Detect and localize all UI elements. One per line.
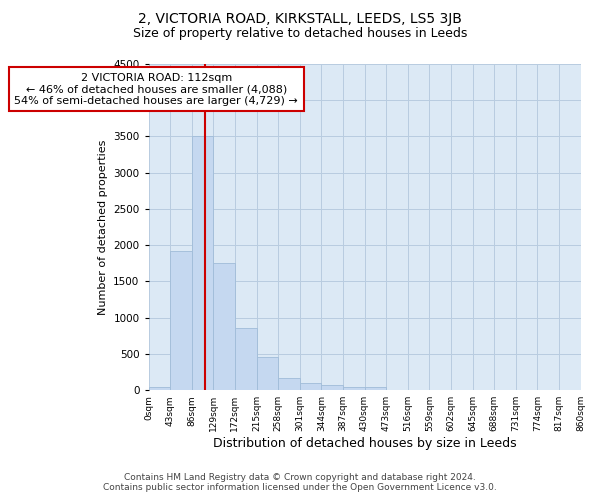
X-axis label: Distribution of detached houses by size in Leeds: Distribution of detached houses by size … [212, 437, 517, 450]
Text: 2 VICTORIA ROAD: 112sqm
← 46% of detached houses are smaller (4,088)
54% of semi: 2 VICTORIA ROAD: 112sqm ← 46% of detache… [14, 72, 298, 106]
Bar [322, 386, 343, 390]
Bar [300, 384, 322, 390]
Bar [343, 386, 365, 390]
Bar [235, 328, 257, 390]
Bar [149, 388, 170, 390]
Bar [365, 388, 386, 390]
Text: Contains HM Land Registry data © Crown copyright and database right 2024.
Contai: Contains HM Land Registry data © Crown c… [103, 473, 497, 492]
Bar [214, 262, 235, 390]
Y-axis label: Number of detached properties: Number of detached properties [98, 140, 107, 315]
Bar [192, 136, 214, 390]
Text: Size of property relative to detached houses in Leeds: Size of property relative to detached ho… [133, 28, 467, 40]
Text: 2, VICTORIA ROAD, KIRKSTALL, LEEDS, LS5 3JB: 2, VICTORIA ROAD, KIRKSTALL, LEEDS, LS5 … [138, 12, 462, 26]
Bar [257, 357, 278, 390]
Bar [278, 378, 300, 390]
Bar [170, 251, 192, 390]
